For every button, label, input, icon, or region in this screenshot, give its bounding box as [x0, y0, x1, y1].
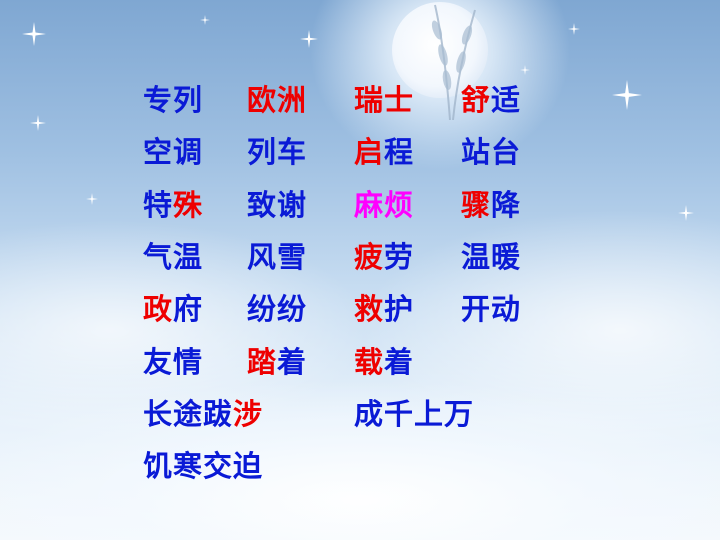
vocab-word: 空调: [143, 132, 203, 172]
vocab-segment: 殊: [173, 187, 204, 222]
vocab-segment: 成千上万: [354, 396, 475, 431]
vocab-segment: 列车: [247, 135, 308, 170]
vocab-word: 列车: [247, 132, 307, 172]
vocab-segment: 致谢: [247, 187, 308, 222]
vocab-segment: 劳: [384, 239, 415, 274]
vocab-segment: 专列: [143, 83, 204, 117]
vocab-word: 致谢: [247, 185, 307, 225]
vocab-word: 启程: [354, 132, 414, 172]
vocab-segment: 气温: [143, 239, 204, 274]
vocab-word: 气温: [143, 237, 203, 277]
reed-silhouette-icon: [431, 4, 476, 120]
vocab-segment: 欧洲: [247, 83, 308, 117]
vocab-word: 疲劳: [354, 237, 414, 277]
vocab-word: 舒适: [461, 80, 521, 120]
vocab-word: 麻烦: [354, 185, 414, 225]
vocab-segment: 长途跋: [143, 396, 234, 431]
vocab-segment: 温暖: [461, 239, 522, 274]
vocab-segment: 程: [384, 135, 415, 170]
vocab-segment: 救: [354, 292, 385, 327]
vocab-segment: 府: [173, 292, 204, 327]
vocab-word: 温暖: [461, 237, 521, 277]
vocab-word: 骤降: [461, 185, 521, 225]
vocab-word: 友情: [143, 342, 203, 382]
vocab-word: 欧洲: [247, 80, 307, 120]
vocab-segment: 启: [354, 135, 385, 170]
vocab-word: 载着: [354, 342, 414, 382]
vocab-segment: 政: [143, 292, 174, 327]
vocab-word: 踏着: [247, 342, 307, 382]
sparkle-star-icon: [300, 30, 318, 48]
vocab-segment: 涉: [233, 396, 264, 431]
vocab-segment: 麻烦: [354, 187, 415, 222]
vocab-segment: 瑞士: [354, 83, 415, 117]
sparkle-star-icon: [568, 20, 580, 35]
vocab-word: 特殊: [143, 185, 203, 225]
vocab-segment: 疲: [354, 239, 385, 274]
vocab-segment: 风雪: [247, 239, 308, 274]
vocab-segment: 饥寒交迫: [143, 449, 264, 484]
sparkle-star-icon: [678, 205, 694, 221]
vocab-segment: 着: [277, 344, 308, 379]
vocab-segment: 载: [354, 344, 385, 379]
vocab-segment: 站台: [461, 135, 522, 170]
vocab-word: 政府: [143, 289, 203, 329]
vocab-word: 风雪: [247, 237, 307, 277]
vocab-word: 救护: [354, 289, 414, 329]
vocab-word: 长途跋涉: [143, 394, 263, 434]
vocab-segment: 纷纷: [247, 292, 308, 327]
vocab-segment: 降: [491, 187, 522, 222]
vocab-word: 饥寒交迫: [143, 446, 263, 486]
sparkle-star-icon: [520, 60, 530, 75]
vocab-word: 瑞士: [354, 80, 414, 120]
vocab-segment: 踏: [247, 344, 278, 379]
sparkle-star-icon: [86, 190, 98, 205]
sparkle-star-icon: [612, 80, 642, 110]
vocab-word: 纷纷: [247, 289, 307, 329]
sparkle-star-icon: [30, 115, 46, 131]
vocab-segment: 护: [384, 292, 415, 327]
vocab-segment: 空调: [143, 135, 204, 170]
vocab-word: 成千上万: [354, 394, 474, 434]
sparkle-star-icon: [22, 22, 46, 46]
vocab-segment: 开动: [461, 292, 522, 327]
vocab-segment: 特: [143, 187, 174, 222]
sparkle-star-icon: [200, 10, 210, 25]
vocab-word: 站台: [461, 132, 521, 172]
vocab-segment: 骤: [461, 187, 492, 222]
vocab-segment: 适: [491, 83, 522, 117]
vocab-segment: 舒: [461, 83, 492, 117]
vocab-segment: 着: [384, 344, 415, 379]
vocab-word: 开动: [461, 289, 521, 329]
vocab-word: 专列: [143, 80, 203, 120]
vocab-segment: 友情: [143, 344, 204, 379]
